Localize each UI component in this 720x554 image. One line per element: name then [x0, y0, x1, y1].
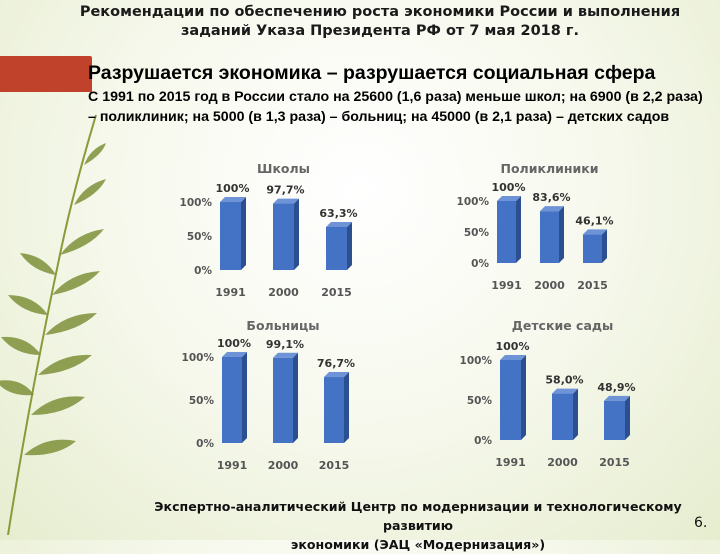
bar-side — [293, 352, 298, 443]
page-number: 6. — [694, 515, 708, 531]
chart-svg: Поликлиники 0% 50% 100%100% 1991 83,6% 2000 46,… — [457, 161, 614, 292]
chart-svg: Детские сады 0% 50% 100%100% 1991 58,0% 2000 48… — [460, 318, 636, 469]
bar-top — [604, 395, 630, 401]
bar-top — [540, 206, 564, 212]
bar-top — [273, 352, 298, 358]
x-tick-label: 2000 — [268, 459, 299, 472]
data-label: 46,1% — [575, 214, 613, 227]
data-label: 100% — [216, 182, 250, 195]
slide-subtitle: С 1991 по 2015 год в России стало на 256… — [88, 89, 703, 125]
bar-top — [326, 221, 352, 227]
bar — [500, 360, 521, 440]
bar — [273, 203, 294, 270]
bar-side — [521, 355, 526, 440]
bar — [497, 201, 516, 263]
data-label: 58,0% — [545, 374, 583, 387]
slide-title: Разрушается экономика – разрушается соци… — [88, 62, 656, 84]
bar — [220, 202, 241, 270]
bar-side — [602, 229, 607, 263]
chart-svg: Больницы 0% 50% 100%100% 1991 99,1% 2000 76,7% 2… — [182, 318, 356, 472]
x-tick-label: 1991 — [215, 286, 246, 299]
y-tick-label: 0% — [471, 258, 489, 270]
x-tick-label: 2015 — [321, 286, 352, 299]
bar-side — [347, 221, 352, 270]
bar — [552, 393, 573, 440]
bar — [604, 400, 625, 440]
bar-side — [559, 206, 564, 263]
chart-title: Поликлиники — [501, 161, 599, 176]
chart-hospitals: Больницы 0% 50% 100% 100% 1991 99,1% 2000 76,7% 2… — [160, 313, 390, 487]
y-tick-label: 50% — [189, 395, 215, 407]
x-tick-label: 1991 — [491, 279, 522, 292]
data-label: 76,7% — [317, 357, 355, 370]
chart-clinics: Поликлиники 0% 50% 100% 100% 1991 83,6% 2000 46,… — [440, 156, 670, 310]
y-tick-label: 0% — [194, 265, 212, 277]
y-tick-label: 100% — [182, 352, 215, 364]
chart-title: Школы — [257, 161, 310, 176]
accent-tab — [0, 56, 92, 92]
chart-svg: Школы 0% 50% 100%100% 1991 97,7% 2000 63,3% 2015 — [180, 161, 358, 299]
slide-footer: Экспертно-аналитический Центр по модерни… — [118, 497, 718, 554]
bar-side — [573, 388, 578, 440]
x-tick-label: 2015 — [599, 456, 630, 469]
bar-side — [625, 395, 630, 440]
bar-side — [344, 372, 349, 443]
bar-top — [583, 229, 607, 235]
bar-top — [497, 196, 521, 201]
y-tick-label: 50% — [467, 395, 493, 407]
bar-side — [516, 196, 521, 263]
header-line-1: Рекомендации по обеспечению роста эконом… — [79, 4, 681, 20]
bar — [222, 357, 242, 443]
bar-top — [273, 198, 299, 204]
chart-title: Детские сады — [512, 318, 614, 333]
data-label: 100% — [217, 337, 251, 350]
bar — [326, 226, 347, 270]
y-tick-label: 100% — [457, 196, 490, 208]
bar-top — [552, 388, 578, 394]
data-label: 97,7% — [266, 184, 304, 197]
chart-title: Больницы — [246, 318, 319, 333]
data-label: 100% — [492, 181, 526, 194]
bar-side — [242, 352, 247, 443]
fern-decoration — [0, 114, 106, 535]
y-tick-label: 100% — [460, 355, 493, 367]
y-tick-label: 0% — [474, 435, 492, 447]
y-tick-label: 50% — [464, 227, 490, 239]
x-tick-label: 2000 — [534, 279, 565, 292]
data-label: 100% — [496, 340, 530, 353]
bar — [273, 357, 293, 443]
header-line-2: заданий Указа Президента РФ от 7 мая 201… — [181, 23, 579, 39]
x-tick-label: 1991 — [217, 459, 248, 472]
data-label: 63,3% — [319, 207, 357, 220]
data-label: 48,9% — [597, 381, 635, 394]
slide-header: Рекомендации по обеспечению роста эконом… — [60, 3, 700, 41]
bar-top — [222, 352, 247, 357]
y-tick-label: 0% — [196, 438, 214, 450]
bar-top — [220, 197, 246, 202]
data-label: 99,1% — [266, 338, 304, 351]
bar — [540, 211, 559, 263]
bar — [583, 234, 602, 263]
x-tick-label: 1991 — [495, 456, 526, 469]
chart-kindergartens: Детские сады 0% 50% 100% 100% 1991 58,0% 2000 48… — [430, 313, 670, 487]
bar-side — [241, 197, 246, 270]
y-tick-label: 100% — [180, 197, 213, 209]
footer-line-2: экономики (ЭАЦ «Модернизация») — [290, 537, 546, 552]
chart-schools: Школы 0% 50% 100% 100% 1991 97,7% 2000 63,3% 2015 — [160, 156, 390, 310]
bar-top — [500, 355, 526, 360]
y-tick-label: 50% — [187, 231, 213, 243]
x-tick-label: 2000 — [547, 456, 578, 469]
x-tick-label: 2000 — [268, 286, 299, 299]
footer-line-1: Экспертно-аналитический Центр по модерни… — [154, 499, 682, 533]
data-label: 83,6% — [532, 191, 570, 204]
bar — [324, 377, 344, 443]
bar-top — [324, 372, 349, 378]
bar-side — [294, 198, 299, 270]
x-tick-label: 2015 — [319, 459, 350, 472]
x-tick-label: 2015 — [577, 279, 608, 292]
